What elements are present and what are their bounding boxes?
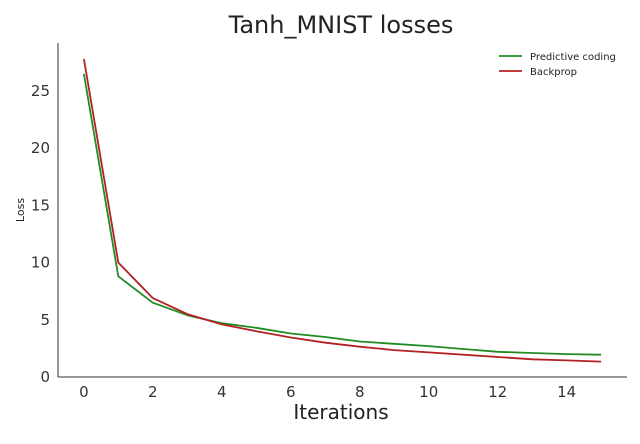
- x-tick-label: 0: [79, 383, 89, 401]
- legend-label: Backprop: [530, 67, 577, 78]
- legend: Predictive coding Backprop: [499, 52, 616, 78]
- x-tick-label: 12: [488, 383, 507, 401]
- x-tick-label: 2: [148, 383, 158, 401]
- series-lines: [83, 58, 602, 363]
- y-tick-label: 0: [40, 368, 50, 386]
- legend-label: Predictive coding: [530, 52, 616, 63]
- x-axis-label: Iterations: [293, 400, 388, 424]
- x-tick-label: 4: [217, 383, 227, 401]
- y-axis-label: Loss: [14, 198, 27, 222]
- x-tick-label: 14: [557, 383, 576, 401]
- y-tick-label: 10: [31, 254, 50, 272]
- y-tick-label: 25: [31, 82, 50, 100]
- series-line-backprop: [83, 58, 602, 363]
- y-tick-labels: 0 5 10 15 20 25: [31, 82, 50, 386]
- chart-title: Tanh_MNIST losses: [228, 11, 454, 39]
- series-line-predictive-coding: [83, 73, 602, 356]
- x-tick-label: 6: [286, 383, 296, 401]
- x-tick-label: 10: [419, 383, 438, 401]
- x-tick-label: 8: [355, 383, 365, 401]
- x-tick-labels: 0 2 4 6 8 10 12 14: [79, 383, 576, 401]
- y-tick-label: 5: [40, 311, 50, 329]
- y-tick-label: 15: [31, 196, 50, 214]
- axes: [57, 43, 627, 378]
- y-tick-label: 20: [31, 139, 50, 157]
